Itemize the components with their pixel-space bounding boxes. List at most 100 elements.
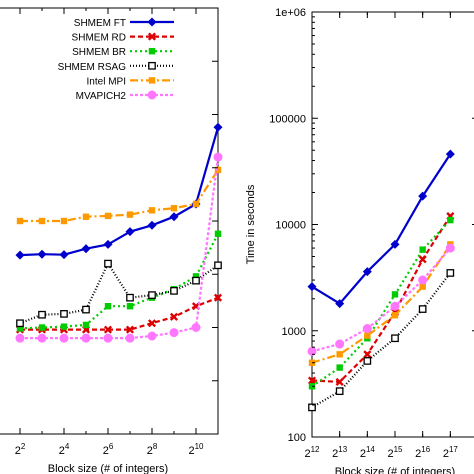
left-series-mvapich2: [15, 152, 223, 343]
right-chart: 212 213 214 215 216 217 100 1000 10000 100000 1e+0…: [245, 7, 474, 474]
left-point-intel-mpi: [38, 217, 46, 225]
right-x-tick-label: 215: [387, 445, 403, 460]
legend-marker-intel-mpi: [148, 77, 156, 84]
left-point-shmem-ft: [213, 122, 223, 132]
right-point-intel-mpi: [336, 351, 343, 358]
left-point-shmem-rsag: [214, 261, 222, 270]
right-point-shmem-ft: [418, 191, 428, 201]
left-series-intel-mpi: [16, 166, 222, 225]
right-x-axis-label: Block size (# of integers): [335, 466, 455, 474]
left-point-shmem-br: [82, 321, 90, 329]
left-point-shmem-br: [192, 273, 200, 280]
right-y-tick-label: 1000: [282, 326, 306, 338]
left-point-shmem-ft: [169, 212, 179, 222]
right-point-intel-mpi: [419, 283, 426, 290]
left-chart: 22 24 26 28 210 Block size (# of integers) S…: [0, 7, 223, 474]
right-y-tick-label: 100: [288, 432, 306, 444]
legend-label-shmem-rsag: SHMEM RSAG: [58, 62, 127, 73]
right-point-intel-mpi: [391, 312, 399, 319]
left-point-shmem-rd: [147, 319, 157, 328]
legend-label-shmem-br: SHMEM BR: [72, 47, 126, 58]
right-point-shmem-rsag: [446, 269, 455, 277]
left-point-shmem-rsag: [60, 310, 68, 318]
left-point-shmem-ft: [15, 250, 25, 260]
left-point-mvapich2: [191, 323, 201, 332]
left-series-shmem-rd: [15, 293, 223, 334]
left-point-mvapich2: [147, 331, 157, 341]
left-point-intel-mpi: [60, 217, 68, 225]
right-y-tick-label: 10000: [275, 220, 306, 232]
left-point-shmem-rd: [125, 325, 135, 334]
right-point-shmem-rd: [363, 350, 372, 359]
right-point-shmem-ft: [390, 239, 400, 249]
left-point-shmem-ft: [103, 239, 113, 249]
right-series-line-shmem-br: [311, 219, 452, 388]
left-series-line-shmem-rsag: [19, 261, 219, 325]
right-series-shmem-br: [308, 216, 454, 390]
right-x-tick-label: 213: [332, 445, 348, 460]
right-series-line-shmem-rd: [311, 215, 452, 384]
right-series-shmem-rsag: [308, 269, 455, 412]
left-point-mvapich2: [81, 333, 91, 343]
left-x-tick-label: 26: [103, 442, 114, 457]
legend: SHMEM FT SHMEM RD SHMEM BR SHMEM RSAG Intel …: [58, 17, 174, 102]
left-series-shmem-rsag: [16, 259, 222, 328]
left-point-intel-mpi: [16, 217, 24, 225]
right-series-line-shmem-ft: [311, 153, 452, 306]
right-point-mvapich2: [390, 301, 400, 311]
left-point-shmem-br: [16, 325, 24, 332]
left-point-shmem-rsag: [192, 276, 200, 285]
right-series-shmem-ft: [307, 149, 455, 309]
right-point-shmem-rsag: [391, 334, 399, 343]
right-point-shmem-rsag: [308, 403, 316, 412]
left-series-line-shmem-rd: [20, 296, 219, 331]
left-point-intel-mpi: [214, 166, 222, 174]
left-point-mvapich2: [103, 333, 113, 343]
right-point-shmem-br: [419, 246, 426, 253]
left-point-intel-mpi: [192, 200, 200, 208]
legend-marker-shmem-br: [148, 48, 156, 55]
right-plot-frame: [311, 11, 474, 438]
left-point-mvapich2: [59, 333, 69, 343]
left-x-tick-label: 28: [147, 442, 158, 457]
right-x-tick-label: 217: [443, 445, 459, 460]
left-point-shmem-rsag: [38, 310, 46, 319]
left-point-intel-mpi: [126, 211, 134, 218]
right-series-line-intel-mpi: [311, 243, 452, 364]
right-y-tick-label: 1e+06: [275, 7, 306, 19]
left-point-shmem-br: [38, 324, 46, 331]
left-point-intel-mpi: [82, 213, 90, 220]
right-y-tick-label: 100000: [269, 113, 306, 125]
right-point-shmem-ft: [335, 299, 345, 309]
left-point-mvapich2: [37, 333, 47, 343]
left-point-shmem-rsag: [126, 293, 134, 302]
right-point-shmem-rsag: [335, 387, 344, 396]
left-point-intel-mpi: [104, 212, 112, 220]
right-x-tick-label: 212: [304, 445, 320, 460]
legend-marker-mvapich2: [147, 90, 157, 100]
right-y-axis-label: Time in seconds: [245, 184, 257, 264]
left-point-intel-mpi: [170, 205, 178, 212]
left-point-shmem-rsag: [104, 259, 112, 268]
right-series-mvapich2: [307, 243, 455, 356]
right-point-shmem-rd: [335, 377, 344, 386]
legend-label-shmem-ft: SHMEM FT: [74, 18, 126, 29]
left-x-tick-label: 22: [15, 442, 26, 457]
right-x-tick-label: 214: [360, 445, 376, 460]
left-series-line-intel-mpi: [20, 169, 219, 223]
left-point-shmem-ft: [59, 250, 69, 260]
left-point-shmem-rsag: [170, 287, 178, 295]
left-point-shmem-ft: [81, 244, 91, 254]
right-point-shmem-br: [336, 364, 343, 371]
right-point-mvapich2: [418, 275, 428, 285]
right-point-intel-mpi: [364, 332, 371, 339]
right-point-shmem-br: [391, 291, 399, 298]
left-point-mvapich2: [15, 333, 25, 343]
right-series-line-shmem-rsag: [311, 272, 452, 409]
left-point-shmem-rsag: [82, 305, 90, 314]
legend-marker-shmem-ft: [147, 17, 157, 27]
legend-label-mvapich2: MVAPICH2: [76, 91, 127, 102]
left-point-shmem-rd: [103, 325, 113, 334]
left-point-shmem-ft: [125, 227, 135, 237]
